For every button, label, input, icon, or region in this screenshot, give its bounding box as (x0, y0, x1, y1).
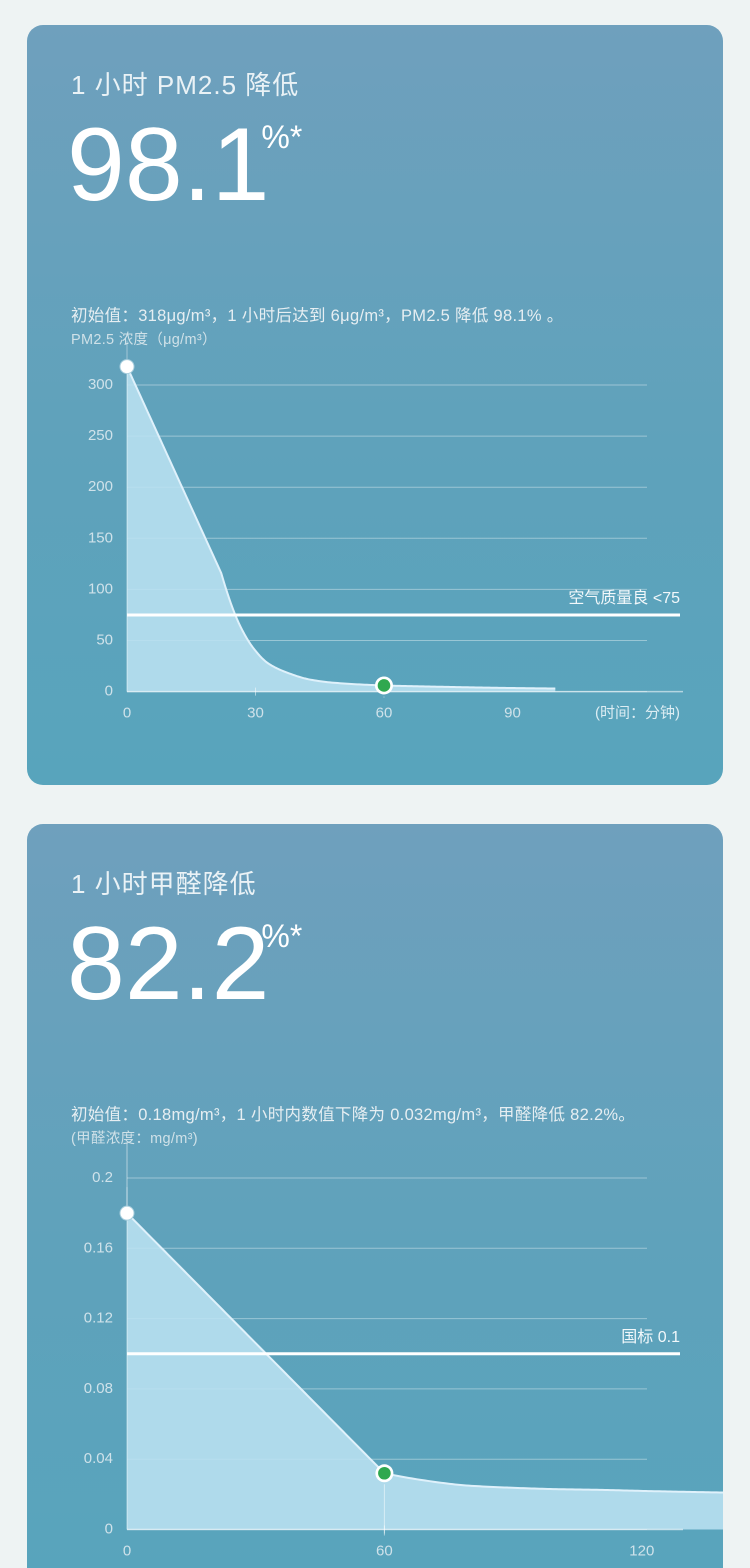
svg-text:0.04: 0.04 (84, 1450, 113, 1467)
svg-text:0: 0 (105, 683, 113, 700)
svg-text:0.12: 0.12 (84, 1310, 113, 1327)
svg-text:0: 0 (105, 1520, 113, 1537)
svg-text:0: 0 (123, 705, 131, 722)
svg-text:60: 60 (376, 705, 393, 722)
svg-text:0.2: 0.2 (92, 1169, 113, 1186)
svg-text:100: 100 (88, 580, 113, 597)
svg-text:空气质量良 <75: 空气质量良 <75 (568, 589, 680, 607)
svg-text:60: 60 (376, 1542, 393, 1559)
svg-text:(时间：分钟): (时间：分钟) (595, 705, 680, 722)
svg-text:0.16: 0.16 (84, 1239, 113, 1256)
svg-text:30: 30 (247, 705, 264, 722)
svg-text:200: 200 (88, 478, 113, 495)
svg-text:0.08: 0.08 (84, 1380, 113, 1397)
svg-text:国标 0.1: 国标 0.1 (621, 1328, 680, 1346)
svg-text:90: 90 (504, 705, 521, 722)
svg-text:250: 250 (88, 427, 113, 444)
svg-text:50: 50 (96, 631, 113, 648)
svg-text:0: 0 (123, 1542, 131, 1559)
svg-text:120: 120 (629, 1542, 654, 1559)
svg-text:150: 150 (88, 529, 113, 546)
svg-text:300: 300 (88, 376, 113, 393)
